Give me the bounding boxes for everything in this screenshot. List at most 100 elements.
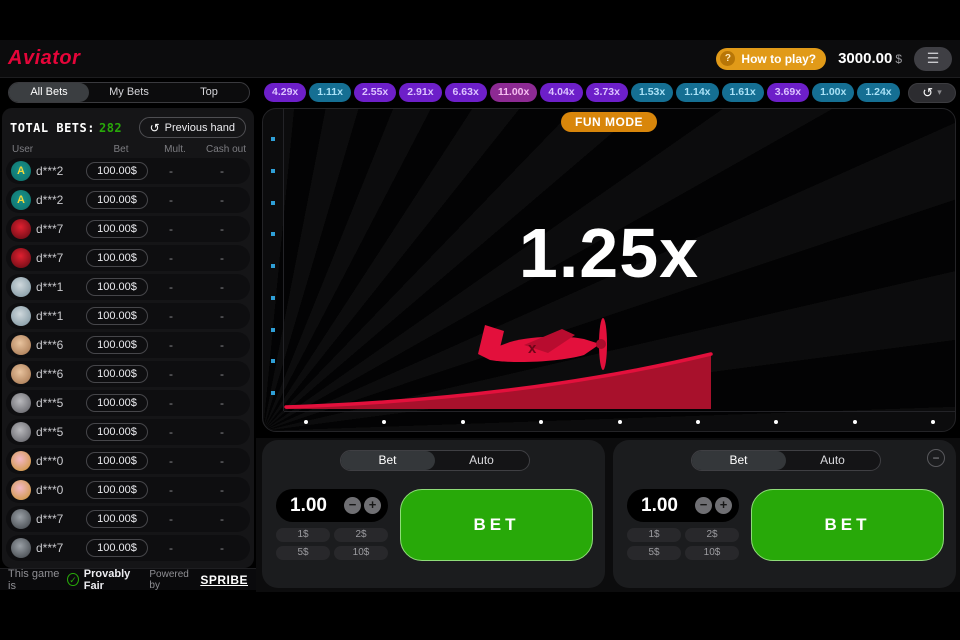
- tab-my-bets[interactable]: My Bets: [109, 86, 149, 98]
- provably-fair-link[interactable]: Provably Fair: [83, 567, 131, 592]
- history-chip[interactable]: 2.91x: [399, 83, 442, 102]
- fun-mode-badge: FUN MODE: [561, 112, 657, 132]
- col-bet: Bet: [113, 144, 129, 155]
- table-row: d***6 100.00$ - -: [6, 332, 250, 358]
- increase-amount-button[interactable]: +: [715, 497, 732, 514]
- avatar: [11, 364, 31, 384]
- bet-amount: 100.00$: [86, 278, 148, 296]
- bet-button[interactable]: BET: [400, 489, 593, 561]
- bet-amount: 100.00$: [86, 365, 148, 383]
- history-icon: ↺: [922, 85, 934, 100]
- avatar: [11, 335, 31, 355]
- history-chip[interactable]: 3.69x: [766, 83, 810, 102]
- bets-list: A d***2 100.00$ - - A d***2 100.00$ - - …: [2, 158, 254, 561]
- bet-amount-value[interactable]: 1.00: [641, 494, 678, 516]
- bet-amount: 100.00$: [86, 220, 148, 238]
- history-chip[interactable]: 1.11x: [309, 83, 351, 102]
- table-row: d***0 100.00$ - -: [6, 477, 250, 503]
- quick-amount-10[interactable]: 10$: [685, 546, 739, 560]
- bets-table-header: User Bet Mult. Cash out: [2, 141, 254, 158]
- history-chip[interactable]: 2.55x: [353, 83, 397, 102]
- question-icon: ?: [720, 51, 736, 66]
- table-row: d***7 100.00$ - -: [6, 535, 250, 561]
- toggle-bet[interactable]: Bet: [691, 451, 786, 470]
- toggle-bet[interactable]: Bet: [340, 451, 435, 470]
- aviator-logo: Aviator: [8, 47, 81, 69]
- avatar: [11, 509, 31, 529]
- how-to-play-button[interactable]: ? How to play?: [716, 47, 827, 70]
- bet-amount-value[interactable]: 1.00: [290, 494, 327, 516]
- history-chip[interactable]: 3.73x: [585, 83, 628, 102]
- quick-amount-5[interactable]: 5$: [627, 546, 681, 560]
- chevron-down-icon: ▾: [937, 87, 942, 97]
- svg-text:x: x: [528, 340, 537, 357]
- hamburger-icon: ☰: [926, 50, 940, 66]
- check-icon: ✓: [67, 573, 79, 586]
- game-canvas: x FUN MODE 1.25x: [262, 108, 956, 432]
- plane-icon: x: [478, 318, 607, 370]
- tab-top[interactable]: Top: [200, 86, 218, 98]
- quick-amount-1[interactable]: 1$: [627, 528, 681, 542]
- avatar: [11, 393, 31, 413]
- avatar: [11, 277, 31, 297]
- bet-amount: 100.00$: [86, 539, 148, 557]
- bet-panel-1: Bet Auto 1.00 − + 1$ 2$ 5$ 10$: [262, 440, 605, 588]
- bets-tabs: All Bets My Bets Top: [8, 82, 250, 103]
- table-row: d***5 100.00$ - -: [6, 419, 250, 445]
- spribe-logo[interactable]: SPRIBE: [200, 572, 248, 587]
- quick-amount-10[interactable]: 10$: [334, 546, 388, 560]
- toggle-auto[interactable]: Auto: [820, 453, 845, 467]
- bet-amount: 100.00$: [86, 394, 148, 412]
- remove-panel-button[interactable]: −: [927, 449, 945, 467]
- decrease-amount-button[interactable]: −: [344, 497, 361, 514]
- table-row: d***0 100.00$ - -: [6, 448, 250, 474]
- history-chip[interactable]: 1.24x: [857, 83, 900, 102]
- quick-amount-2[interactable]: 2$: [334, 528, 388, 542]
- history-chip[interactable]: 1.00x: [812, 83, 855, 102]
- increase-amount-button[interactable]: +: [364, 497, 381, 514]
- history-icon: ↺: [149, 120, 160, 135]
- bet-amount-stepper: 1.00 − +: [276, 489, 388, 522]
- avatar: [11, 422, 31, 442]
- toggle-auto[interactable]: Auto: [469, 453, 494, 467]
- quick-amount-1[interactable]: 1$: [276, 528, 330, 542]
- table-row: d***1 100.00$ - -: [6, 274, 250, 300]
- quick-amount-2[interactable]: 2$: [685, 528, 739, 542]
- history-chip[interactable]: 1.53x: [630, 83, 674, 102]
- table-row: d***7 100.00$ - -: [6, 245, 250, 271]
- avatar: [11, 480, 31, 500]
- bet-amount: 100.00$: [86, 336, 148, 354]
- bet-panel-2: Bet Auto − 1.00 − + 1$ 2$ 5$ 10$: [613, 440, 956, 588]
- avatar: [11, 219, 31, 239]
- round-history-dropdown-button[interactable]: ↺ ▾: [908, 82, 956, 103]
- bet-button[interactable]: BET: [751, 489, 944, 561]
- previous-hand-button[interactable]: ↺ Previous hand: [138, 117, 246, 138]
- bet-auto-toggle: Bet Auto: [339, 450, 530, 471]
- header: Aviator ? How to play? 3000.00 $ ☰: [0, 40, 960, 78]
- balance-value: 3000.00: [838, 50, 893, 67]
- quick-amount-5[interactable]: 5$: [276, 546, 330, 560]
- table-row: A d***2 100.00$ - -: [6, 187, 250, 213]
- avatar: [11, 451, 31, 471]
- bet-amount: 100.00$: [86, 191, 148, 209]
- bet-controls-area: Bet Auto 1.00 − + 1$ 2$ 5$ 10$: [256, 438, 960, 592]
- history-chip[interactable]: 4.29x: [264, 83, 307, 102]
- bet-amount: 100.00$: [86, 249, 148, 267]
- avatar: [11, 538, 31, 558]
- avatar: A: [11, 190, 31, 210]
- y-axis-dots: [263, 109, 284, 411]
- history-chip[interactable]: 1.14x: [676, 83, 719, 102]
- bet-amount: 100.00$: [86, 452, 148, 470]
- history-chip[interactable]: 4.04x: [540, 83, 583, 102]
- table-row: d***7 100.00$ - -: [6, 506, 250, 532]
- history-chip[interactable]: 11.00x: [489, 83, 538, 102]
- decrease-amount-button[interactable]: −: [695, 497, 712, 514]
- bet-amount: 100.00$: [86, 510, 148, 528]
- tab-all-bets[interactable]: All Bets: [9, 83, 89, 102]
- bet-auto-toggle: Bet Auto: [690, 450, 881, 471]
- history-chip[interactable]: 6.63x: [444, 83, 487, 102]
- menu-button[interactable]: ☰: [914, 46, 952, 71]
- history-chip[interactable]: 1.61x: [721, 83, 764, 102]
- bet-amount-stepper: 1.00 − +: [627, 489, 739, 522]
